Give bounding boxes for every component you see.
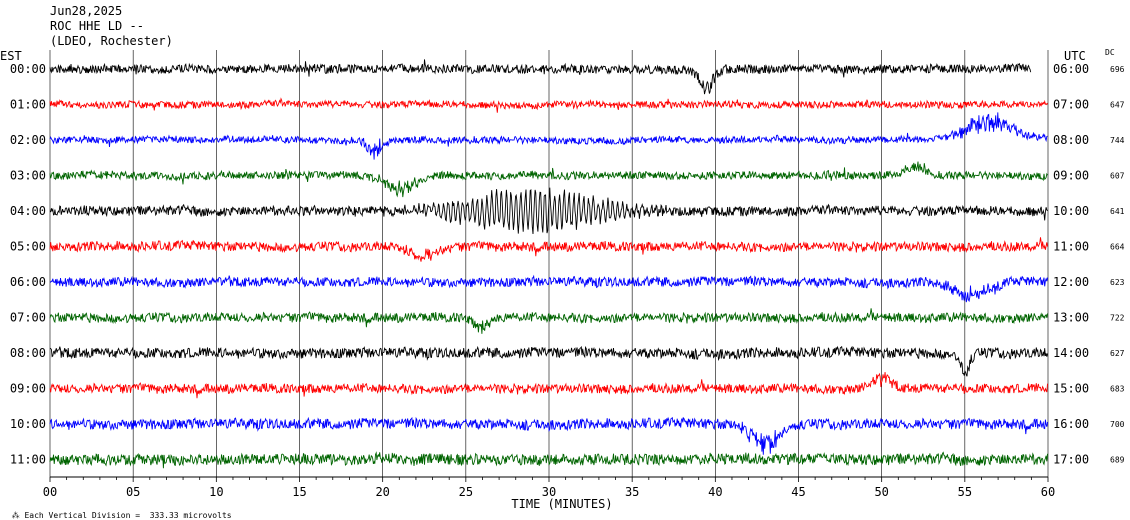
trace-row-06:00 [49, 274, 1048, 303]
dc-value-08:00: 627 [1110, 349, 1125, 358]
trace-row-08:00 [49, 345, 1048, 377]
utc-label-13:00: 13:00 [1053, 311, 1089, 325]
dc-values: 696 647 744 607 641 664 623 722 627 683 700 689 [1110, 65, 1125, 465]
est-label-08:00: 08:00 [10, 346, 46, 360]
dc-value-03:00: 607 [1110, 172, 1125, 181]
x-tick-label-00: 00 [43, 485, 57, 499]
est-label-09:00: 09:00 [10, 382, 46, 396]
trace-row-09:00 [49, 372, 1048, 399]
x-tick-label-25: 25 [459, 485, 473, 499]
x-tick-label-30: 30 [542, 485, 556, 499]
trace-row-05:00 [49, 237, 1048, 262]
x-tick-label-50: 50 [874, 485, 888, 499]
dc-value-05:00: 664 [1110, 243, 1125, 252]
vertical-division-note: ⁂ Each Vertical Division = 333.33 microv… [2, 502, 232, 520]
dc-value-06:00: 623 [1110, 278, 1125, 287]
utc-label-08:00: 08:00 [1053, 133, 1089, 147]
dc-label: DC [1105, 48, 1115, 57]
network-name: (LDEO, Rochester) [50, 34, 173, 48]
est-label-07:00: 07:00 [10, 311, 46, 325]
x-tick-label-05: 05 [126, 485, 140, 499]
est-label-10:00: 10:00 [10, 417, 46, 431]
utc-label-06:00: 06:00 [1053, 62, 1089, 76]
x-axis-title: TIME (MINUTES) [511, 497, 612, 511]
division-note-text: Each Vertical Division = 333.33 microvol… [24, 511, 232, 520]
plot-date: Jun28,2025 [50, 4, 123, 18]
est-time-labels: 00:00 01:00 02:00 03:00 04:00 05:00 06:00 07:00… [10, 62, 46, 467]
trace-row-03:00 [49, 161, 1048, 198]
x-axis-ticks: 00 05 10 15 20 25 30 35 40 45 50 55 60 [43, 477, 1055, 499]
trace-row-01:00 [49, 97, 1048, 113]
trace-row-10:00 [49, 416, 1048, 455]
est-label-06:00: 06:00 [10, 275, 46, 289]
est-label-00:00: 00:00 [10, 62, 46, 76]
grid-lines [49, 50, 1049, 478]
x-tick-label-35: 35 [625, 485, 639, 499]
est-label-05:00: 05:00 [10, 240, 46, 254]
x-tick-label-20: 20 [375, 485, 389, 499]
dc-value-02:00: 744 [1110, 136, 1125, 145]
utc-label-07:00: 07:00 [1053, 98, 1089, 112]
dc-value-01:00: 647 [1110, 101, 1125, 110]
x-tick-label-55: 55 [958, 485, 972, 499]
x-tick-label-10: 10 [209, 485, 223, 499]
est-label-03:00: 03:00 [10, 169, 46, 183]
utc-label-14:00: 14:00 [1053, 346, 1089, 360]
est-label-02:00: 02:00 [10, 133, 46, 147]
utc-time-labels: 06:00 07:00 08:00 09:00 10:00 11:00 12:00 13:00… [1053, 62, 1089, 467]
trace-row-07:00 [49, 308, 1048, 334]
x-tick-label-60: 60 [1041, 485, 1055, 499]
utc-label-11:00: 11:00 [1053, 240, 1089, 254]
utc-label-16:00: 16:00 [1053, 417, 1089, 431]
dc-value-04:00: 641 [1110, 207, 1125, 216]
seismic-traces [49, 59, 1048, 469]
trace-row-02:00 [49, 112, 1048, 160]
x-tick-label-40: 40 [708, 485, 722, 499]
utc-label-12:00: 12:00 [1053, 275, 1089, 289]
x-tick-label-15: 15 [292, 485, 306, 499]
station-code: ROC HHE LD -- [50, 19, 144, 33]
trace-row-11:00 [49, 451, 1048, 469]
est-label-01:00: 01:00 [10, 98, 46, 112]
trace-row-04:00 [49, 187, 1048, 235]
est-label-11:00: 11:00 [10, 453, 46, 467]
est-label-04:00: 04:00 [10, 204, 46, 218]
right-timezone-label: UTC [1064, 49, 1086, 63]
dc-value-07:00: 722 [1110, 314, 1125, 323]
utc-label-10:00: 10:00 [1053, 204, 1089, 218]
utc-label-15:00: 15:00 [1053, 382, 1089, 396]
dc-value-10:00: 700 [1110, 420, 1125, 429]
left-timezone-label: EST [0, 49, 22, 63]
footer-mark: ⁂ [11, 511, 25, 520]
x-tick-label-45: 45 [791, 485, 805, 499]
dc-value-09:00: 683 [1110, 385, 1125, 394]
dc-value-00:00: 696 [1110, 65, 1125, 74]
trace-row-00:00 [49, 59, 1032, 95]
utc-label-17:00: 17:00 [1053, 453, 1089, 467]
utc-label-09:00: 09:00 [1053, 169, 1089, 183]
dc-value-11:00: 689 [1110, 456, 1125, 465]
